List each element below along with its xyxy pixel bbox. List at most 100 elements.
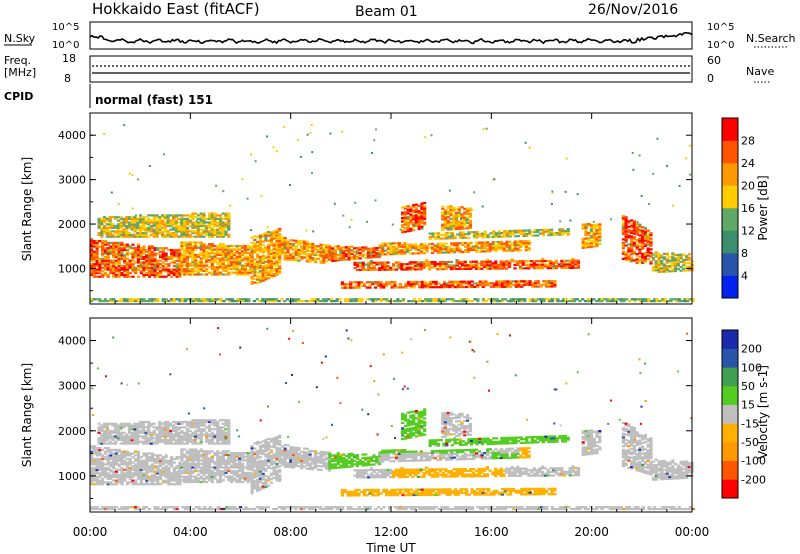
heatmap-cell: [136, 422, 140, 425]
heatmap-cell: [357, 283, 361, 286]
heatmap-cell: [534, 298, 538, 301]
heatmap-cell: [133, 217, 137, 220]
heatmap-cell: [463, 213, 467, 216]
heatmap-cell: [393, 300, 397, 303]
heatmap-cell: [174, 223, 178, 226]
heatmap-cell: [583, 300, 588, 303]
heatmap-cell: [112, 252, 116, 255]
heatmap-cell: [114, 448, 118, 451]
heatmap-cell: [224, 253, 228, 256]
heatmap-cell: [153, 257, 157, 260]
heatmap-cell: [635, 244, 639, 247]
heatmap-cell: [662, 256, 667, 259]
heatmap-cell: [134, 248, 138, 252]
heatmap-cell: [98, 483, 102, 486]
heatmap-cell: [185, 260, 189, 264]
heatmap-cell: [497, 246, 501, 249]
heatmap-cell: [218, 470, 223, 473]
heatmap-cell: [97, 438, 101, 442]
heatmap-cell: [95, 264, 99, 268]
heatmap-cell: [224, 223, 228, 226]
heatmap-cell: [185, 255, 189, 258]
heatmap-cell: [205, 477, 209, 480]
heatmap-cell: [136, 248, 141, 252]
heatmap-cell: [202, 257, 206, 260]
heatmap-cell: [159, 483, 163, 486]
heatmap-cell: [172, 470, 176, 473]
heatmap-cell: [264, 265, 268, 269]
heatmap-cell: [449, 207, 453, 210]
heatmap-cell: [181, 300, 185, 303]
heatmap-cell: [461, 262, 465, 265]
heatmap-cell: [210, 255, 214, 258]
heatmap-cell: [141, 235, 145, 238]
heatmap-cell: [294, 241, 298, 244]
heatmap-cell: [278, 266, 282, 270]
heatmap-cell: [180, 266, 184, 269]
heatmap-cell: [671, 254, 675, 257]
heatmap-cell: [166, 217, 170, 220]
heatmap-cell: [194, 475, 198, 478]
heatmap-cell: [103, 272, 107, 275]
heatmap-cell: [191, 471, 195, 474]
heatmap-cell: [131, 266, 135, 269]
heatmap-speckle: [550, 202, 553, 205]
heatmap-cell: [196, 457, 201, 460]
heatmap-cell: [183, 268, 187, 271]
heatmap-cell: [592, 240, 596, 243]
heatmap-cell: [106, 300, 110, 303]
heatmap-cell: [142, 245, 146, 248]
heatmap-cell: [172, 233, 176, 236]
heatmap-cell: [372, 250, 376, 253]
heatmap-cell: [141, 232, 145, 235]
heatmap-cell: [649, 262, 653, 265]
heatmap-cell: [468, 223, 472, 226]
heatmap-cell: [539, 228, 543, 232]
heatmap-cell: [403, 266, 407, 269]
heatmap-cell: [412, 216, 416, 219]
heatmap-cell: [401, 220, 405, 223]
heatmap-cell: [243, 252, 247, 255]
heatmap-cell: [139, 298, 143, 301]
heatmap-cell: [423, 286, 427, 289]
heatmap-cell: [230, 470, 234, 473]
heatmap-cell: [243, 452, 247, 455]
heatmap-cell: [172, 221, 176, 224]
heatmap-cell: [455, 247, 459, 250]
heatmap-cell: [589, 231, 594, 234]
heatmap-cell: [144, 232, 148, 235]
heatmap-cell: [210, 228, 214, 231]
heatmap-cell: [117, 481, 121, 484]
heatmap-cell: [322, 258, 326, 261]
heatmap-cell: [643, 234, 647, 237]
heatmap-cell: [144, 420, 148, 424]
heatmap-cell: [218, 480, 223, 484]
heatmap-cell: [657, 254, 661, 257]
heatmap-cell: [247, 300, 251, 303]
heatmap-cell: [520, 285, 524, 288]
cpid-program: normal (fast) 151: [95, 93, 213, 107]
heatmap-cell: [354, 286, 358, 289]
heatmap-cell: [443, 211, 448, 214]
heatmap-cell: [346, 286, 350, 289]
heatmap-cell: [595, 229, 599, 232]
heatmap-cell: [253, 242, 257, 245]
heatmap-cell: [150, 479, 154, 482]
heatmap-cell: [156, 252, 160, 255]
heatmap-cell: [197, 300, 201, 303]
y-tick-label: 2000: [58, 218, 86, 231]
heatmap-cell: [127, 226, 132, 229]
heatmap-cell: [114, 479, 118, 482]
heatmap-cell: [452, 213, 456, 217]
heatmap-cell: [576, 264, 581, 268]
heatmap-cell: [202, 248, 206, 251]
heatmap-cell: [355, 255, 360, 258]
heatmap-cell: [508, 246, 512, 249]
heatmap-cell: [202, 224, 206, 228]
heatmap-cell: [138, 233, 143, 236]
heatmap-cell: [305, 244, 309, 247]
heatmap-cell: [476, 284, 480, 287]
heatmap-cell: [202, 453, 206, 456]
heatmap-cell: [576, 263, 581, 266]
heatmap-cell: [164, 268, 168, 271]
